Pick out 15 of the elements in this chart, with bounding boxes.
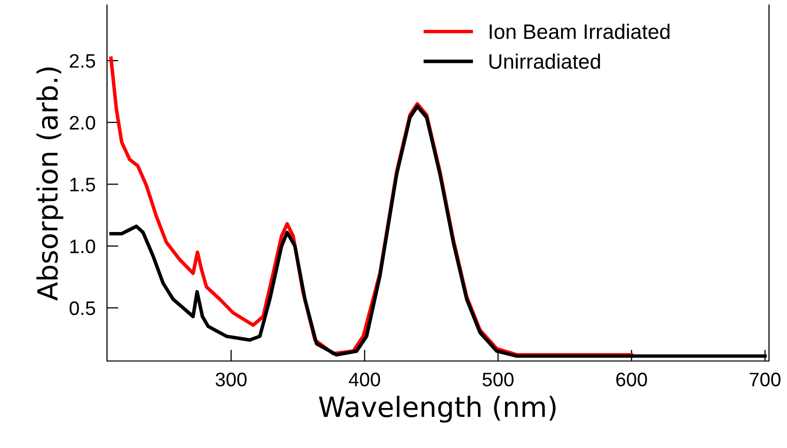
legend-label: Unirradiated: [489, 54, 600, 69]
y-tick-label: 1.0: [70, 240, 96, 254]
legend-label: Ion Beam Irradiated: [490, 24, 670, 40]
x-tick-label: 700: [750, 372, 780, 386]
x-tick-label: 500: [482, 372, 514, 386]
line-series: [109, 104, 767, 358]
y-tick-label: 0.5: [70, 301, 96, 316]
x-tick-label: 400: [348, 372, 380, 386]
y-axis-title: Absorption (arb.): [36, 68, 64, 301]
x-axis-title: Wavelength (nm): [318, 396, 556, 423]
y-tick-label: 1.5: [70, 178, 96, 192]
y-tick-label: 2.5: [70, 54, 96, 68]
x-tick-label: 600: [616, 372, 647, 386]
y-tick-label: 2.0: [70, 116, 96, 130]
x-tick-label: 300: [216, 372, 247, 386]
